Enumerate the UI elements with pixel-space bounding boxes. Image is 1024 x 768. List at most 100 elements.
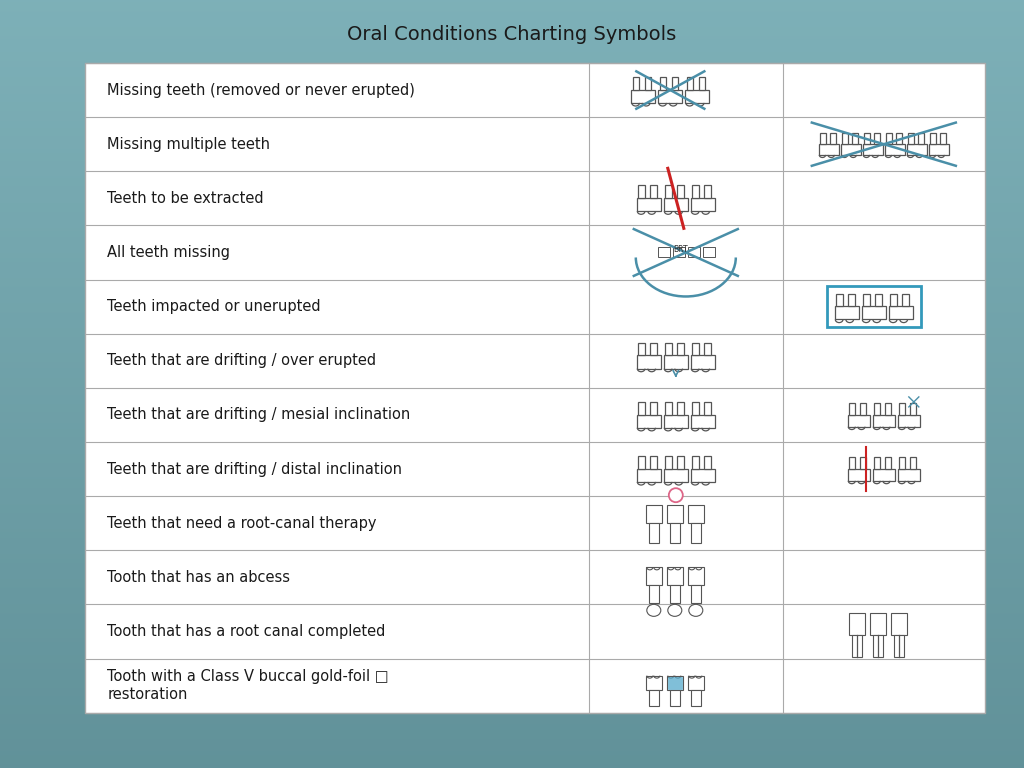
- Bar: [688, 247, 699, 257]
- Bar: [849, 457, 855, 468]
- Text: Tooth with a Class V buccal gold-foil □
restoration: Tooth with a Class V buccal gold-foil □ …: [108, 670, 389, 702]
- Bar: [667, 676, 683, 690]
- Bar: [874, 403, 881, 415]
- Bar: [902, 294, 909, 306]
- Bar: [638, 343, 645, 356]
- Bar: [677, 343, 684, 356]
- Text: Teeth to be extracted: Teeth to be extracted: [108, 190, 264, 206]
- Bar: [860, 403, 866, 415]
- Bar: [650, 402, 657, 415]
- Bar: [898, 468, 920, 481]
- Bar: [874, 457, 881, 468]
- Bar: [646, 505, 662, 523]
- Bar: [826, 286, 921, 327]
- Bar: [819, 144, 839, 155]
- Bar: [687, 78, 693, 90]
- Ellipse shape: [668, 604, 682, 617]
- Circle shape: [669, 488, 683, 502]
- Bar: [860, 457, 866, 468]
- Bar: [664, 415, 688, 428]
- Bar: [692, 186, 699, 198]
- Text: Missing teeth (removed or never erupted): Missing teeth (removed or never erupted): [108, 82, 416, 98]
- Bar: [830, 134, 836, 144]
- Bar: [666, 343, 672, 356]
- Bar: [673, 247, 685, 257]
- Bar: [645, 78, 651, 90]
- Bar: [692, 456, 699, 468]
- Bar: [886, 134, 892, 144]
- Bar: [670, 585, 680, 604]
- Bar: [894, 635, 904, 657]
- Bar: [637, 415, 660, 428]
- Bar: [852, 635, 862, 657]
- Bar: [852, 134, 858, 144]
- Bar: [908, 134, 913, 144]
- Bar: [650, 456, 657, 468]
- Bar: [705, 343, 711, 356]
- Bar: [688, 676, 703, 690]
- Bar: [632, 90, 655, 103]
- Bar: [633, 78, 639, 90]
- Bar: [638, 186, 645, 198]
- Bar: [910, 457, 916, 468]
- Bar: [705, 456, 711, 468]
- Bar: [849, 614, 865, 635]
- Text: Teeth that are drifting / mesial inclination: Teeth that are drifting / mesial inclina…: [108, 407, 411, 422]
- Bar: [692, 402, 699, 415]
- Text: Tooth that has a root canal completed: Tooth that has a root canal completed: [108, 624, 386, 639]
- Bar: [864, 134, 869, 144]
- Bar: [667, 568, 683, 585]
- Bar: [691, 415, 715, 428]
- Text: Teeth that are drifting / over erupted: Teeth that are drifting / over erupted: [108, 353, 377, 369]
- Bar: [899, 403, 905, 415]
- Bar: [666, 402, 672, 415]
- Bar: [688, 505, 703, 523]
- Bar: [691, 523, 700, 543]
- Text: BRT: BRT: [674, 245, 688, 254]
- Text: All teeth missing: All teeth missing: [108, 245, 230, 260]
- Ellipse shape: [647, 604, 660, 617]
- Bar: [891, 614, 907, 635]
- Bar: [848, 415, 869, 427]
- Bar: [930, 134, 936, 144]
- Bar: [672, 78, 679, 90]
- Bar: [664, 198, 688, 211]
- Bar: [835, 306, 859, 319]
- Bar: [885, 144, 905, 155]
- Bar: [685, 90, 710, 103]
- Bar: [862, 306, 886, 319]
- Bar: [698, 78, 706, 90]
- Bar: [658, 90, 682, 103]
- Bar: [872, 635, 883, 657]
- Bar: [638, 402, 645, 415]
- Bar: [863, 144, 883, 155]
- Bar: [874, 134, 880, 144]
- Bar: [876, 294, 882, 306]
- Bar: [872, 415, 895, 427]
- Bar: [919, 134, 924, 144]
- Bar: [659, 78, 667, 90]
- Bar: [820, 134, 825, 144]
- Bar: [849, 403, 855, 415]
- Bar: [688, 568, 703, 585]
- Bar: [907, 144, 927, 155]
- Bar: [649, 690, 658, 706]
- Bar: [691, 356, 715, 369]
- Bar: [898, 415, 920, 427]
- Ellipse shape: [689, 604, 702, 617]
- Bar: [691, 468, 715, 482]
- Bar: [637, 198, 660, 211]
- Bar: [691, 585, 700, 604]
- Text: Teeth that are drifting / distal inclination: Teeth that are drifting / distal inclina…: [108, 462, 402, 477]
- Bar: [649, 523, 658, 543]
- Bar: [702, 247, 715, 257]
- Bar: [650, 343, 657, 356]
- Bar: [646, 568, 662, 585]
- Bar: [666, 186, 672, 198]
- Bar: [837, 294, 843, 306]
- Bar: [869, 614, 886, 635]
- Bar: [650, 186, 657, 198]
- Bar: [940, 134, 945, 144]
- Bar: [692, 343, 699, 356]
- Bar: [910, 403, 916, 415]
